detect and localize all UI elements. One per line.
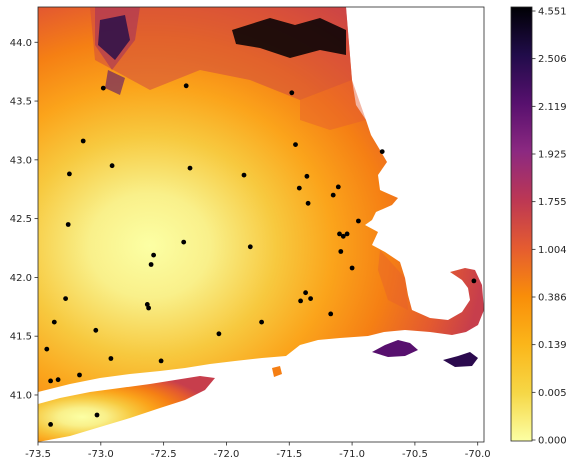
station-marker — [183, 83, 189, 89]
station-marker — [181, 239, 187, 245]
station-marker — [44, 346, 50, 352]
station-marker — [379, 149, 385, 155]
x-tick-label: -71.0 — [339, 449, 365, 460]
station-marker — [51, 319, 57, 325]
station-marker — [304, 173, 310, 179]
colorbar-tick-label: 1.755 — [538, 197, 567, 208]
colorbar-ticks: 4.551 2.506 2.119 1.925 1.755 1.004 0.386 0.139… — [532, 7, 567, 447]
y-tick-label: 43.0 — [10, 155, 32, 166]
station-marker — [344, 231, 350, 237]
station-marker — [289, 90, 295, 96]
station-marker — [247, 244, 253, 250]
y-tick-label: 44.0 — [10, 38, 32, 49]
station-marker — [471, 278, 477, 284]
station-marker — [151, 252, 157, 258]
land-mainland — [38, 7, 484, 392]
station-marker — [335, 184, 341, 190]
station-marker — [340, 233, 346, 239]
station-marker — [63, 296, 68, 301]
x-tick-label: -73.0 — [88, 449, 114, 460]
station-marker — [216, 331, 222, 337]
station-marker — [337, 231, 342, 237]
station-marker — [148, 262, 154, 267]
x-tick-label: -71.5 — [276, 449, 302, 460]
station-marker — [146, 305, 152, 311]
station-marker — [65, 222, 71, 227]
heatmap-field — [38, 7, 484, 442]
station-marker — [48, 378, 53, 384]
land-block-island — [272, 366, 282, 377]
station-marker — [241, 172, 247, 178]
station-marker — [308, 296, 313, 301]
x-tick-label: -72.0 — [214, 449, 240, 460]
station-marker — [80, 138, 86, 144]
station-marker — [109, 163, 115, 169]
colorbar-tick-label: 4.551 — [538, 7, 567, 18]
colorbar-tick-label: 2.506 — [538, 54, 567, 65]
colorbar: 4.551 2.506 2.119 1.925 1.755 1.004 0.386 0.139… — [510, 6, 567, 447]
y-tick-label: 41.0 — [10, 390, 32, 401]
station-marker — [305, 200, 311, 206]
y-tick-label: 43.5 — [10, 97, 32, 108]
station-marker — [94, 412, 100, 418]
colorbar-gradient — [510, 6, 533, 442]
station-markers — [44, 83, 477, 427]
station-marker — [100, 85, 106, 91]
station-marker — [293, 142, 298, 148]
station-marker — [55, 377, 61, 383]
station-marker — [356, 218, 361, 224]
colorbar-tick-label: 2.119 — [538, 102, 567, 113]
land-long-island — [38, 376, 215, 442]
station-marker — [187, 165, 193, 171]
station-marker — [77, 372, 82, 378]
x-tick-label: -73.5 — [25, 449, 51, 460]
station-marker — [298, 298, 303, 304]
station-marker — [48, 422, 53, 427]
colorbar-tick-label: 1.925 — [538, 150, 567, 161]
northern-highlands — [90, 7, 408, 310]
station-marker — [349, 265, 355, 271]
station-marker — [338, 249, 344, 254]
station-marker — [144, 302, 150, 307]
colorbar-tick-label: 0.139 — [538, 340, 567, 351]
land-nantucket — [443, 352, 478, 367]
y-tick-label: 42.0 — [10, 273, 32, 284]
station-marker — [259, 319, 264, 325]
station-marker — [67, 171, 72, 177]
colorbar-tick-label: 0.005 — [538, 388, 567, 399]
y-axis: 41.0 41.5 42.0 42.5 43.0 43.5 44.0 — [10, 38, 38, 401]
station-marker — [108, 356, 114, 361]
y-tick-label: 41.5 — [10, 332, 32, 343]
station-marker — [303, 290, 308, 296]
station-marker — [158, 358, 164, 364]
station-marker — [330, 192, 336, 198]
y-tick-label: 42.5 — [10, 214, 32, 225]
land-marthas-vineyard — [372, 340, 418, 357]
x-tick-label: -72.5 — [151, 449, 177, 460]
station-marker — [328, 311, 334, 317]
x-tick-label: -70.0 — [465, 449, 491, 460]
station-marker — [93, 327, 99, 333]
colorbar-tick-label: 0.000 — [538, 436, 567, 447]
station-marker — [296, 185, 302, 191]
x-tick-label: -70.5 — [402, 449, 428, 460]
x-axis: -73.5 -73.0 -72.5 -72.0 -71.5 -71.0 -70.5 -70.0 — [25, 442, 491, 460]
colorbar-tick-label: 0.386 — [538, 293, 567, 304]
colorbar-tick-label: 1.004 — [538, 245, 567, 256]
plot-frame — [37, 6, 485, 443]
